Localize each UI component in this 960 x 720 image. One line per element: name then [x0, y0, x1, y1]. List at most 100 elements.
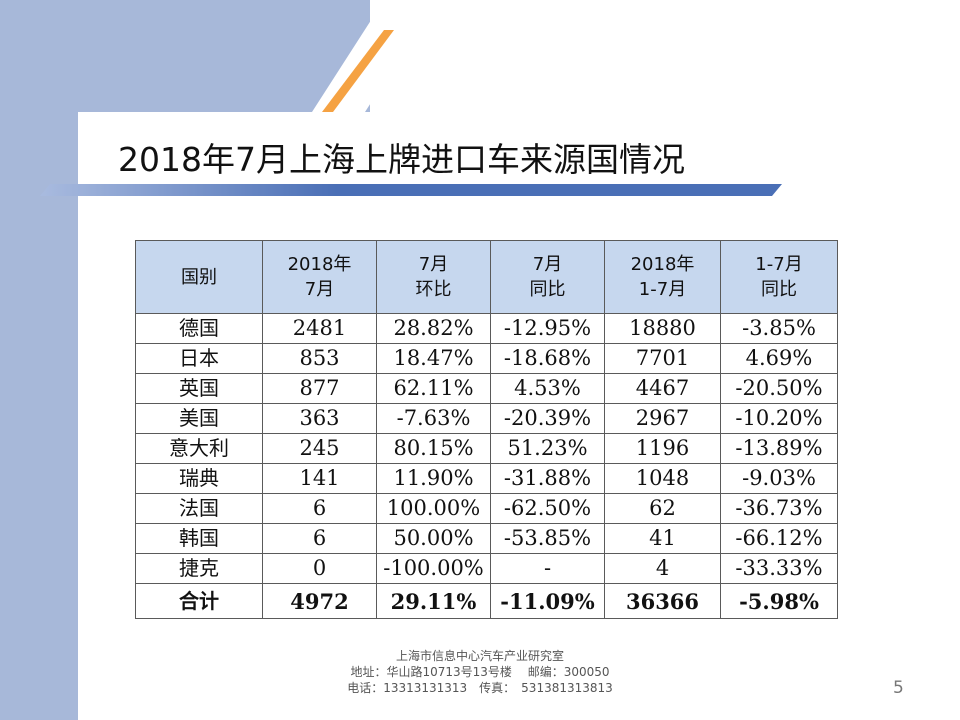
left-decor-band — [0, 0, 78, 720]
country-cell: 日本 — [135, 343, 263, 374]
value-cell: -13.89% — [720, 433, 838, 464]
country-cell: 美国 — [135, 403, 263, 434]
value-cell: -36.73% — [720, 493, 838, 524]
value-cell: 4467 — [604, 373, 721, 404]
value-cell: 50.00% — [376, 523, 491, 554]
value-cell: -18.68% — [490, 343, 605, 374]
footer-contact: 上海市信息中心汽车产业研究室 地址：华山路10713号13号楼 邮编：30005… — [0, 648, 960, 696]
value-cell: -100.00% — [376, 553, 491, 584]
data-table-container: 国别 2018年 7月 7月 环比 7月 同比 2018年 1-7月 1-7月 同比 德国 2481 2… — [135, 240, 838, 619]
table-row: 德国 2481 28.82% -12.95% 18880 -3.85% — [135, 313, 838, 344]
header-cell-line: 2018年 — [287, 254, 352, 275]
table-row: 意大利 245 80.15% 51.23% 1196 -13.89% — [135, 433, 838, 464]
value-cell: 80.15% — [376, 433, 491, 464]
country-cell: 韩国 — [135, 523, 263, 554]
table-header-row: 国别 2018年 7月 7月 环比 7月 同比 2018年 1-7月 1-7月 同比 — [135, 240, 838, 314]
title-underline-decor — [40, 184, 782, 196]
header-cell-5: 1-7月同比 — [720, 240, 838, 314]
country-cell: 瑞典 — [135, 463, 263, 494]
table-row: 日本 853 18.47% -18.68% 7701 4.69% — [135, 343, 838, 374]
page-title: 2018年7月上海上牌进口车来源国情况 — [118, 140, 685, 179]
value-cell: 363 — [262, 403, 377, 434]
value-cell: 7701 — [604, 343, 721, 374]
footer-phone: 电话：13313131313 传真： 531381313813 — [347, 681, 613, 695]
top-decor-band — [0, 0, 370, 112]
top-stripes-decor — [312, 0, 460, 112]
value-cell: -12.95% — [490, 313, 605, 344]
value-cell: - — [490, 553, 605, 584]
total-value-cell: 4972 — [262, 583, 377, 619]
value-cell: 141 — [262, 463, 377, 494]
value-cell: -10.20% — [720, 403, 838, 434]
value-cell: 18880 — [604, 313, 721, 344]
header-cell-line: 2018年 — [630, 254, 695, 275]
header-cell-line: 同比 — [529, 279, 566, 300]
value-cell: -53.85% — [490, 523, 605, 554]
value-cell: 853 — [262, 343, 377, 374]
value-cell: 2481 — [262, 313, 377, 344]
value-cell: 41 — [604, 523, 721, 554]
value-cell: -20.39% — [490, 403, 605, 434]
footer-org: 上海市信息中心汽车产业研究室 — [395, 649, 564, 663]
total-value-cell: -11.09% — [490, 583, 605, 619]
value-cell: -66.12% — [720, 523, 838, 554]
import-source-table: 国别 2018年 7月 7月 环比 7月 同比 2018年 1-7月 1-7月 同比 德国 2481 2… — [135, 240, 838, 619]
header-cell-line: 7月 — [304, 279, 335, 300]
value-cell: -3.85% — [720, 313, 838, 344]
header-cell-line: 7月 — [418, 254, 449, 275]
value-cell: 877 — [262, 373, 377, 404]
value-cell: 62 — [604, 493, 721, 524]
country-cell: 德国 — [135, 313, 263, 344]
value-cell: -31.88% — [490, 463, 605, 494]
page-number: 5 — [893, 678, 904, 698]
value-cell: -62.50% — [490, 493, 605, 524]
value-cell: 28.82% — [376, 313, 491, 344]
total-value-cell: 29.11% — [376, 583, 491, 619]
table-row: 韩国 6 50.00% -53.85% 41 -66.12% — [135, 523, 838, 554]
total-value-cell: -5.98% — [720, 583, 838, 619]
country-cell: 意大利 — [135, 433, 263, 464]
table-row: 法国 6 100.00% -62.50% 62 -36.73% — [135, 493, 838, 524]
table-row: 瑞典 141 11.90% -31.88% 1048 -9.03% — [135, 463, 838, 494]
table-row: 英国 877 62.11% 4.53% 4467 -20.50% — [135, 373, 838, 404]
value-cell: 4.53% — [490, 373, 605, 404]
value-cell: 2967 — [604, 403, 721, 434]
value-cell: -33.33% — [720, 553, 838, 584]
value-cell: 6 — [262, 493, 377, 524]
value-cell: 100.00% — [376, 493, 491, 524]
header-cell-3: 7月同比 — [490, 240, 605, 314]
table-total-row: 合计 4972 29.11% -11.09% 36366 -5.98% — [135, 583, 838, 619]
country-cell: 英国 — [135, 373, 263, 404]
value-cell: 0 — [262, 553, 377, 584]
value-cell: 18.47% — [376, 343, 491, 374]
value-cell: -20.50% — [720, 373, 838, 404]
total-value-cell: 36366 — [604, 583, 721, 619]
value-cell: 4 — [604, 553, 721, 584]
value-cell: -7.63% — [376, 403, 491, 434]
header-cell-line: 1-7月 — [638, 279, 687, 300]
table-body: 德国 2481 28.82% -12.95% 18880 -3.85% 日本 853 18.47… — [135, 313, 838, 619]
header-cell-line: 环比 — [415, 279, 452, 300]
table-row: 美国 363 -7.63% -20.39% 2967 -10.20% — [135, 403, 838, 434]
table-row: 捷克 0 -100.00% -4 -33.33% — [135, 553, 838, 584]
header-cell-line: 7月 — [532, 254, 563, 275]
value-cell: 1196 — [604, 433, 721, 464]
header-cell-line: 同比 — [761, 279, 797, 300]
value-cell: 4.69% — [720, 343, 838, 374]
footer-address: 地址：华山路10713号13号楼 邮编：300050 — [350, 665, 610, 679]
header-cell-line: 国别 — [181, 266, 217, 288]
header-cell-2: 7月环比 — [376, 240, 491, 314]
header-cell-0: 国别 — [135, 240, 263, 314]
value-cell: 6 — [262, 523, 377, 554]
total-label-cell: 合计 — [135, 583, 263, 619]
value-cell: 51.23% — [490, 433, 605, 464]
value-cell: 11.90% — [376, 463, 491, 494]
header-cell-1: 2018年 7月 — [262, 240, 377, 314]
header-cell-4: 2018年 1-7月 — [604, 240, 721, 314]
value-cell: 1048 — [604, 463, 721, 494]
value-cell: 245 — [262, 433, 377, 464]
country-cell: 法国 — [135, 493, 263, 524]
value-cell: 62.11% — [376, 373, 491, 404]
value-cell: -9.03% — [720, 463, 838, 494]
header-cell-line: 1-7月 — [755, 254, 803, 275]
